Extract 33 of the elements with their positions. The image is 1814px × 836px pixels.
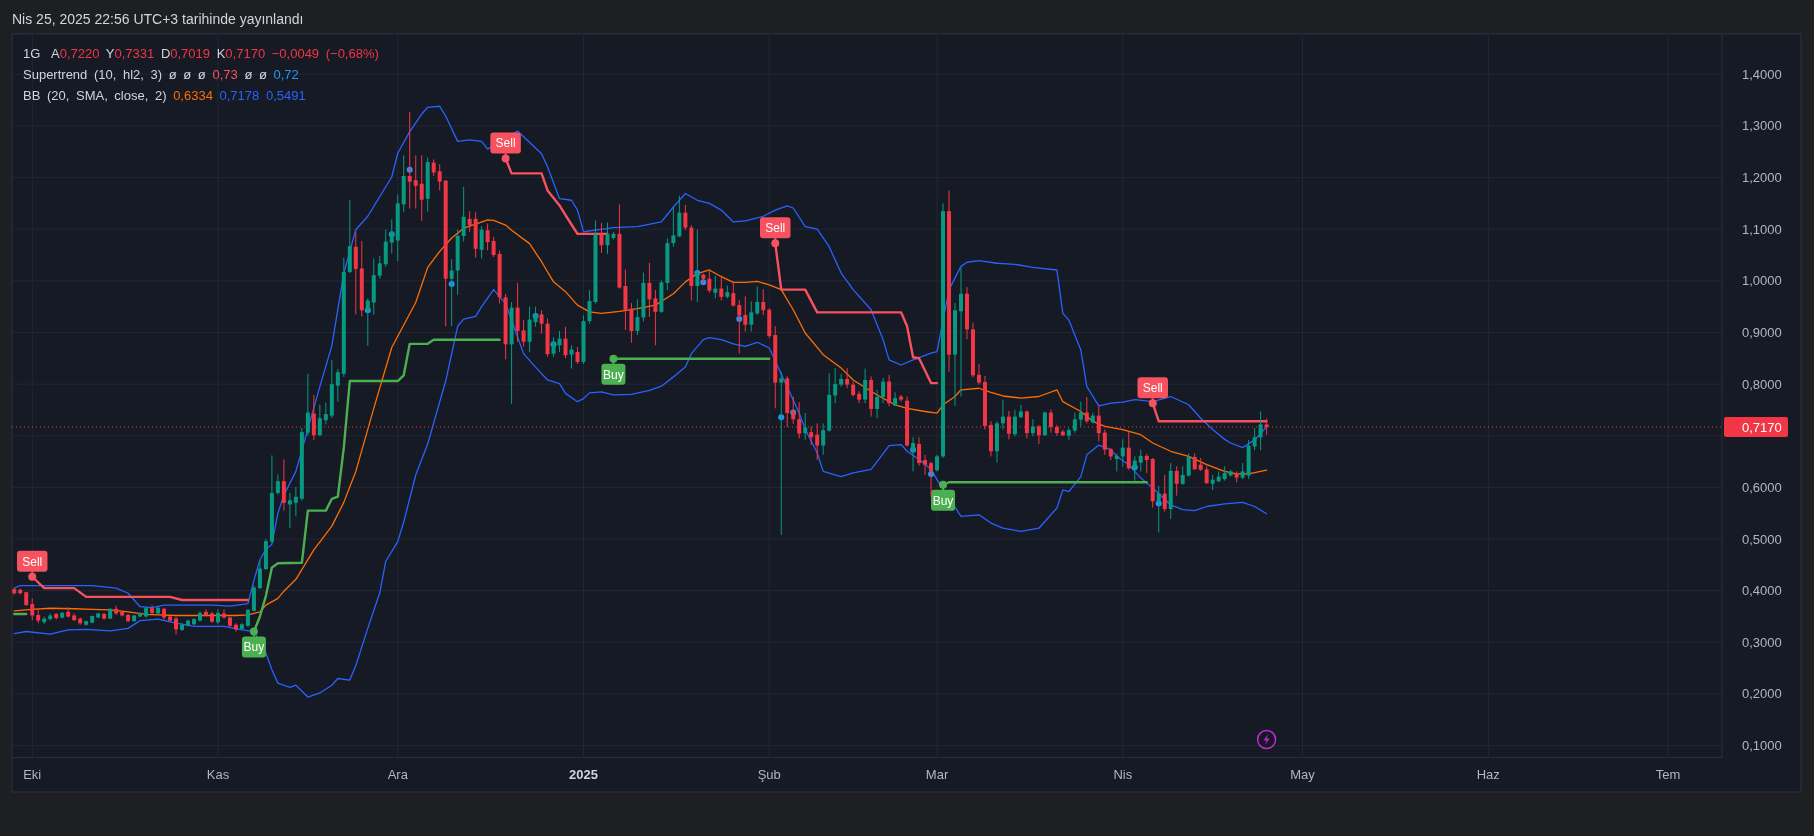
y-tick-label: 0,2000 (1742, 686, 1782, 702)
y-tick-label: 0,4000 (1742, 583, 1782, 599)
y-tick-label: 0,3000 (1742, 634, 1782, 650)
y-tick-label: 1,1000 (1742, 221, 1782, 237)
x-tick-label: 2025 (569, 766, 598, 782)
text: Nis 25, 2025 22:56 UTC+3 tarihinde yayınlandı (12, 11, 304, 27)
annotation: Supertrend (10, hl2, 3) ø ø ø 0,73 ø ø 0,72 (23, 66, 299, 82)
text: A0,7220 Y0,7331 D0,7019 K0,7170 −0,0049 (−0,68%) (51, 45, 379, 61)
ref-line-label: 0,7170 (1742, 419, 1782, 435)
y-tick-label: 0,9000 (1742, 324, 1782, 340)
y-tick-label: 0,5000 (1742, 531, 1782, 547)
annotation: Sell (22, 554, 43, 569)
annotation: Sell (495, 136, 516, 151)
y-tick-label: 1,0000 (1742, 273, 1782, 289)
annotation: 1G (23, 45, 41, 61)
x-tick-label: Mar (925, 766, 949, 782)
x-tick-label: Eki (23, 766, 42, 782)
annotation: Sell (765, 221, 786, 236)
x-tick-label: Tem (1655, 766, 1681, 782)
y-tick-label: 1,3000 (1742, 118, 1782, 134)
y-tick-label: 0,1000 (1742, 738, 1782, 754)
y-tick-label: 1,2000 (1742, 170, 1782, 186)
y-tick-label: 0,8000 (1742, 376, 1782, 392)
x-tick-label: Haz (1476, 766, 1500, 782)
x-tick-label: Şub (757, 766, 781, 782)
x-tick-label: May (1290, 766, 1316, 782)
x-tick-label: Nis (1113, 766, 1133, 782)
x-tick-label: Kas (206, 766, 230, 782)
x-tick-label: Ara (387, 766, 409, 782)
y-tick-label: 1,4000 (1742, 66, 1782, 82)
annotation: BB (20, SMA, close, 2) 0,6334 0,7178 0,5491 (23, 87, 306, 103)
y-tick-label: 0,6000 (1742, 479, 1782, 495)
annotation: Sell (1142, 381, 1163, 396)
